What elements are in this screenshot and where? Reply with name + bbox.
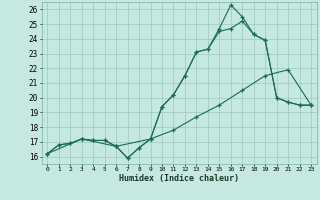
X-axis label: Humidex (Indice chaleur): Humidex (Indice chaleur) (119, 174, 239, 183)
